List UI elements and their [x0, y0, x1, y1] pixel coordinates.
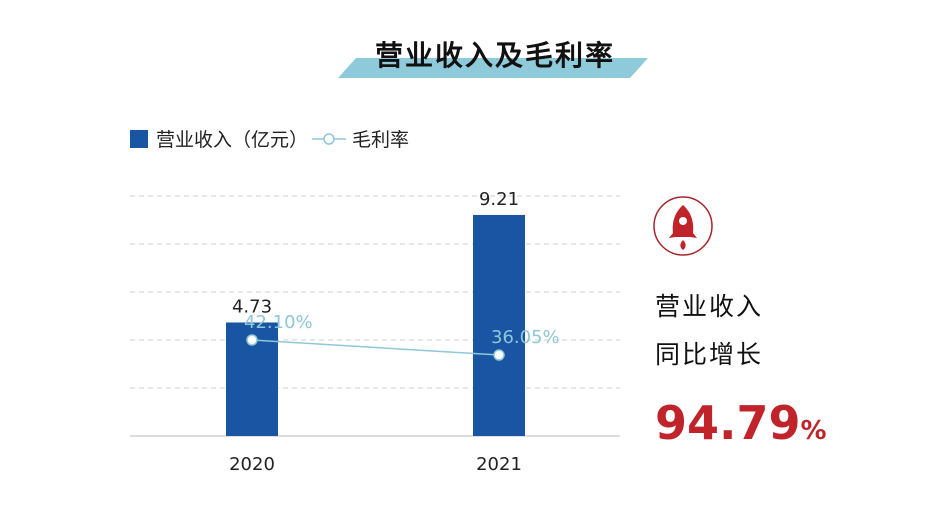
margin-line [251, 339, 500, 356]
x-tick-label: 2020 [229, 454, 275, 475]
bar-label: 9.21 [479, 189, 519, 210]
growth-unit: % [800, 416, 827, 446]
growth-label-line1: 营业收入 [655, 292, 764, 321]
x-tick-label: 2021 [476, 454, 522, 475]
legend-bar-label: 营业收入（亿元） [156, 129, 309, 151]
rocket-icon [653, 196, 713, 256]
margin-label: 36.05% [491, 327, 560, 348]
growth-number: 94.79 [655, 396, 801, 450]
margin-point [246, 334, 258, 346]
legend-bar-swatch [130, 129, 148, 148]
legend-line-swatch [312, 132, 347, 145]
growth-value: 94.79% [655, 396, 827, 450]
page-title: 营业收入及毛利率 [374, 39, 615, 72]
growth-label-line2: 同比增长 [655, 340, 764, 369]
legend: 营业收入（亿元） 毛利率 [130, 125, 409, 152]
legend-line-label: 毛利率 [352, 129, 410, 151]
bar [473, 214, 525, 436]
bar-label: 4.73 [232, 296, 272, 317]
margin-label: 42.10% [244, 312, 313, 333]
growth-label: 营业收入 同比增长 [655, 283, 763, 379]
title-band [338, 58, 648, 78]
margin-point [493, 349, 505, 361]
